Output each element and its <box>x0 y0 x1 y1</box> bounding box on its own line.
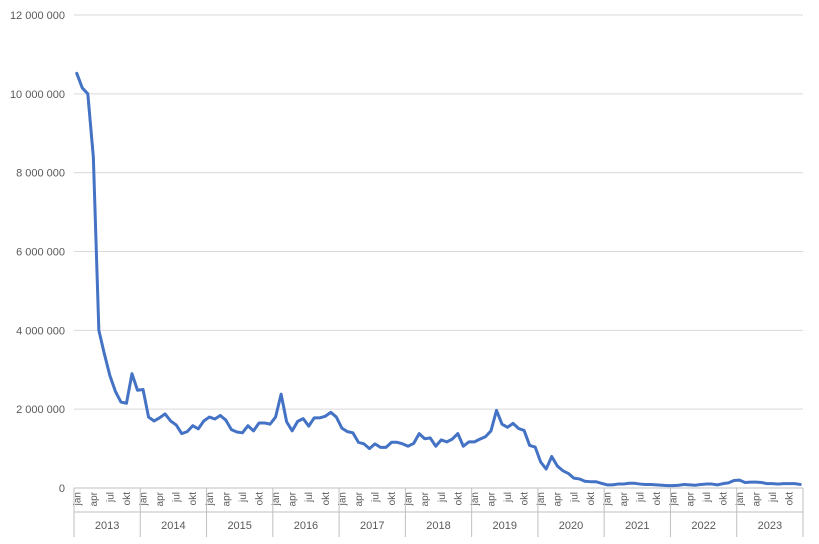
y-tick-label: 4 000 000 <box>16 325 65 337</box>
month-tick-label: jul <box>437 492 448 503</box>
month-tick-label: apr <box>155 491 166 506</box>
year-label: 2022 <box>691 520 715 532</box>
month-tick-label: jul <box>702 492 713 503</box>
month-tick-label: jan <box>139 492 150 506</box>
month-tick-label: jul <box>636 492 647 503</box>
y-tick-label: 10 000 000 <box>10 89 65 101</box>
month-tick-label: apr <box>354 491 365 506</box>
year-label: 2021 <box>625 520 649 532</box>
month-tick-label: okt <box>718 492 729 506</box>
gridlines <box>74 14 803 410</box>
month-tick-label: okt <box>652 492 663 506</box>
month-tick-label: jan <box>669 492 680 506</box>
month-tick-label: apr <box>89 491 100 506</box>
month-tick-label: jan <box>404 492 415 506</box>
month-tick-label: apr <box>685 491 696 506</box>
year-label: 2023 <box>758 520 782 532</box>
y-tick-label: 12 000 000 <box>10 10 65 22</box>
month-tick-label: okt <box>785 492 796 506</box>
month-tick-label: apr <box>553 491 564 506</box>
month-tick-label: jan <box>205 492 216 506</box>
y-tick-label: 0 <box>59 483 65 495</box>
y-tick-label: 2 000 000 <box>16 404 65 416</box>
month-tick-label: jan <box>470 492 481 506</box>
month-tick-label: okt <box>321 492 332 506</box>
month-tick-label: okt <box>520 492 531 506</box>
month-tick-label: apr <box>420 491 431 506</box>
month-tick-label: jul <box>370 492 381 503</box>
month-tick-label: apr <box>221 491 232 506</box>
year-label: 2017 <box>360 520 384 532</box>
month-tick-label: jan <box>271 492 282 506</box>
year-label: 2019 <box>493 520 517 532</box>
month-tick-label: jan <box>735 492 746 506</box>
month-tick-label: jul <box>238 492 249 503</box>
month-tick-label: jul <box>503 492 514 503</box>
year-label: 2018 <box>426 520 450 532</box>
month-tick-label: jul <box>569 492 580 503</box>
month-tick-label: jan <box>72 492 83 506</box>
series-layer <box>75 71 802 488</box>
year-label: 2020 <box>559 520 583 532</box>
year-label: 2015 <box>227 520 251 532</box>
y-tick-label: 8 000 000 <box>16 168 65 180</box>
month-tick-label: okt <box>586 492 597 506</box>
y-tick-label: 6 000 000 <box>16 247 65 259</box>
month-tick-label: okt <box>255 492 266 506</box>
month-tick-label: jan <box>536 492 547 506</box>
series-line <box>75 71 802 488</box>
y-axis: 0 2 000 000 4 000 000 6 000 000 8 000 000 10 … <box>10 10 65 495</box>
month-tick-label: apr <box>288 491 299 506</box>
month-tick-label: jul <box>304 492 315 503</box>
month-tick-label: jul <box>172 492 183 503</box>
month-tick-label: apr <box>752 491 763 506</box>
month-tick-label: jan <box>337 492 348 506</box>
month-tick-label: apr <box>486 491 497 506</box>
month-tick-label: jan <box>602 492 613 506</box>
month-tick-label: okt <box>387 492 398 506</box>
month-tick-label: jul <box>105 492 116 503</box>
year-label: 2014 <box>161 520 185 532</box>
month-tick-label: jul <box>768 492 779 503</box>
month-tick-label: okt <box>188 492 199 506</box>
month-tick-label: apr <box>619 491 630 506</box>
month-tick-label: okt <box>122 492 133 506</box>
year-label: 2013 <box>95 520 119 532</box>
year-label: 2016 <box>294 520 318 532</box>
month-tick-label: okt <box>453 492 464 506</box>
